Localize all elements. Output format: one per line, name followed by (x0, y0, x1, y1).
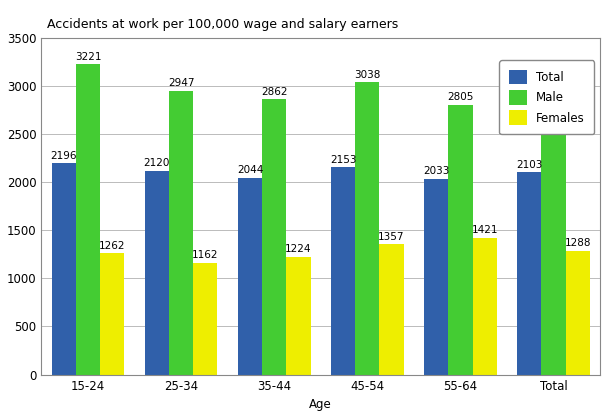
Legend: Total, Male, Females: Total, Male, Females (500, 60, 594, 134)
Text: 2805: 2805 (447, 92, 473, 102)
Bar (517, 172, 541, 375)
Bar (331, 167, 355, 375)
Text: 3221: 3221 (75, 52, 101, 62)
Bar (355, 82, 379, 375)
Bar (541, 90, 566, 375)
Text: 2952: 2952 (540, 78, 567, 88)
Bar (238, 178, 262, 375)
Text: 1162: 1162 (192, 250, 219, 260)
Text: 1224: 1224 (285, 245, 311, 255)
Text: 2153: 2153 (330, 155, 356, 165)
Text: 2862: 2862 (261, 87, 288, 97)
Bar (449, 104, 472, 375)
Bar (287, 257, 311, 375)
Bar (52, 163, 76, 375)
Bar (100, 253, 124, 375)
Bar (193, 263, 217, 375)
Text: 2103: 2103 (516, 160, 543, 170)
Text: 1357: 1357 (378, 232, 405, 242)
Text: 2033: 2033 (423, 166, 449, 176)
Text: 3038: 3038 (354, 70, 381, 80)
X-axis label: Age: Age (310, 398, 332, 411)
Text: 1288: 1288 (565, 238, 591, 248)
Bar (472, 238, 497, 375)
Text: Accidents at work per 100,000 wage and salary earners: Accidents at work per 100,000 wage and s… (47, 18, 398, 31)
Bar (424, 179, 449, 375)
Bar (169, 91, 193, 375)
Text: 2044: 2044 (237, 166, 263, 176)
Text: 1421: 1421 (472, 225, 498, 235)
Text: 1262: 1262 (99, 241, 126, 251)
Text: 2947: 2947 (168, 79, 194, 89)
Text: 2196: 2196 (50, 151, 77, 161)
Bar (262, 99, 287, 375)
Bar (145, 171, 169, 375)
Text: 2120: 2120 (144, 158, 170, 168)
Bar (566, 251, 590, 375)
Bar (379, 244, 404, 375)
Bar (76, 64, 100, 375)
